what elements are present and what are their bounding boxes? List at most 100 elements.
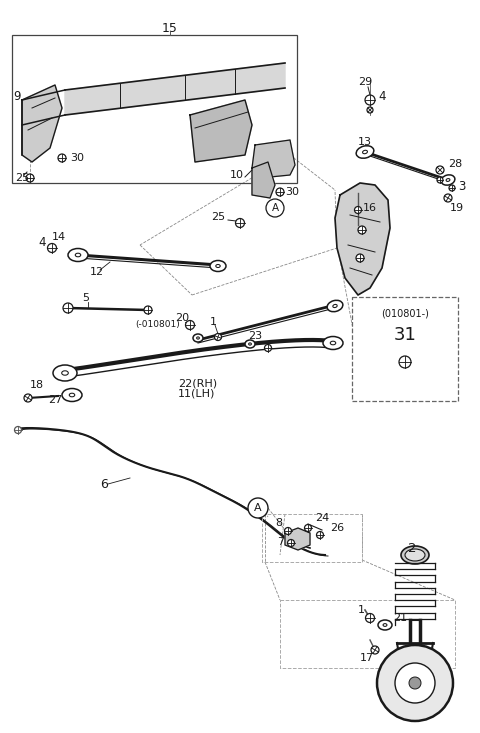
Text: 10: 10 [230, 170, 244, 180]
Circle shape [365, 95, 375, 105]
Circle shape [449, 185, 455, 191]
Text: 19: 19 [450, 203, 464, 213]
Circle shape [26, 174, 34, 182]
Circle shape [437, 177, 443, 183]
Text: 14: 14 [52, 232, 66, 242]
Text: 25: 25 [211, 212, 225, 222]
Ellipse shape [405, 549, 425, 561]
Text: 1: 1 [210, 317, 217, 327]
Text: 8: 8 [275, 518, 282, 528]
Ellipse shape [356, 146, 374, 158]
Polygon shape [22, 85, 62, 162]
Circle shape [24, 394, 32, 402]
Text: A: A [254, 503, 262, 513]
Text: 18: 18 [30, 380, 44, 390]
Ellipse shape [53, 365, 77, 381]
Circle shape [365, 614, 374, 622]
Circle shape [395, 663, 435, 703]
Circle shape [377, 645, 453, 721]
Text: (010801-): (010801-) [381, 308, 429, 318]
Circle shape [304, 525, 312, 531]
Ellipse shape [330, 342, 336, 345]
Circle shape [316, 531, 324, 539]
Ellipse shape [441, 175, 455, 185]
Polygon shape [252, 162, 275, 198]
Text: 26: 26 [330, 523, 344, 533]
Circle shape [144, 306, 152, 314]
Polygon shape [190, 100, 252, 162]
Text: 20: 20 [175, 313, 189, 323]
Text: 1: 1 [358, 605, 365, 615]
Text: 23: 23 [248, 331, 262, 341]
Circle shape [215, 334, 221, 341]
FancyBboxPatch shape [352, 297, 458, 401]
Text: 4: 4 [38, 237, 46, 249]
Text: 7: 7 [277, 537, 284, 547]
Text: 21: 21 [393, 613, 407, 623]
Circle shape [285, 528, 291, 534]
Ellipse shape [401, 546, 429, 564]
Circle shape [367, 107, 373, 113]
Circle shape [358, 226, 366, 234]
Text: 17: 17 [360, 653, 374, 663]
Text: 28: 28 [448, 159, 462, 169]
Ellipse shape [68, 248, 88, 262]
Text: (-010801): (-010801) [135, 320, 180, 330]
Text: 24: 24 [315, 513, 329, 523]
Text: 27: 27 [48, 395, 62, 405]
Text: 13: 13 [358, 137, 372, 147]
Circle shape [185, 320, 194, 330]
Ellipse shape [249, 343, 252, 345]
Text: 31: 31 [394, 326, 417, 344]
Circle shape [288, 539, 295, 547]
Ellipse shape [383, 624, 387, 627]
Ellipse shape [333, 304, 337, 308]
Text: 11(LH): 11(LH) [178, 388, 216, 398]
Text: 25: 25 [15, 173, 29, 183]
Circle shape [63, 303, 73, 313]
Ellipse shape [245, 340, 255, 348]
Circle shape [276, 188, 284, 196]
Circle shape [266, 199, 284, 217]
Ellipse shape [62, 388, 82, 402]
Ellipse shape [216, 265, 220, 268]
Circle shape [58, 154, 66, 162]
Polygon shape [252, 140, 295, 178]
Ellipse shape [69, 393, 75, 397]
Text: 12: 12 [90, 267, 104, 277]
Circle shape [356, 254, 364, 262]
Text: 29: 29 [358, 77, 372, 87]
Circle shape [248, 498, 268, 518]
Text: 5: 5 [82, 293, 89, 303]
Ellipse shape [327, 301, 343, 312]
Ellipse shape [197, 337, 199, 339]
Ellipse shape [446, 179, 450, 182]
Text: 30: 30 [285, 187, 299, 197]
Polygon shape [285, 528, 310, 550]
Circle shape [399, 356, 411, 368]
Circle shape [236, 218, 244, 227]
Ellipse shape [323, 336, 343, 350]
Text: 9: 9 [13, 90, 21, 103]
Ellipse shape [378, 620, 392, 630]
Text: 2: 2 [408, 542, 417, 554]
Text: A: A [271, 203, 278, 213]
Ellipse shape [193, 334, 203, 342]
Circle shape [48, 243, 57, 252]
Circle shape [371, 646, 379, 654]
Circle shape [14, 427, 22, 433]
Ellipse shape [210, 260, 226, 271]
Ellipse shape [75, 253, 81, 257]
Text: 15: 15 [162, 21, 178, 34]
Polygon shape [65, 63, 285, 115]
Circle shape [436, 166, 444, 174]
Ellipse shape [362, 150, 367, 154]
Text: 6: 6 [100, 477, 108, 490]
Text: 16: 16 [363, 203, 377, 213]
Text: 30: 30 [70, 153, 84, 163]
Circle shape [355, 207, 361, 213]
Text: 22(RH): 22(RH) [178, 378, 217, 388]
Text: 4: 4 [378, 89, 385, 103]
Text: 3: 3 [458, 180, 466, 193]
Circle shape [444, 194, 452, 202]
